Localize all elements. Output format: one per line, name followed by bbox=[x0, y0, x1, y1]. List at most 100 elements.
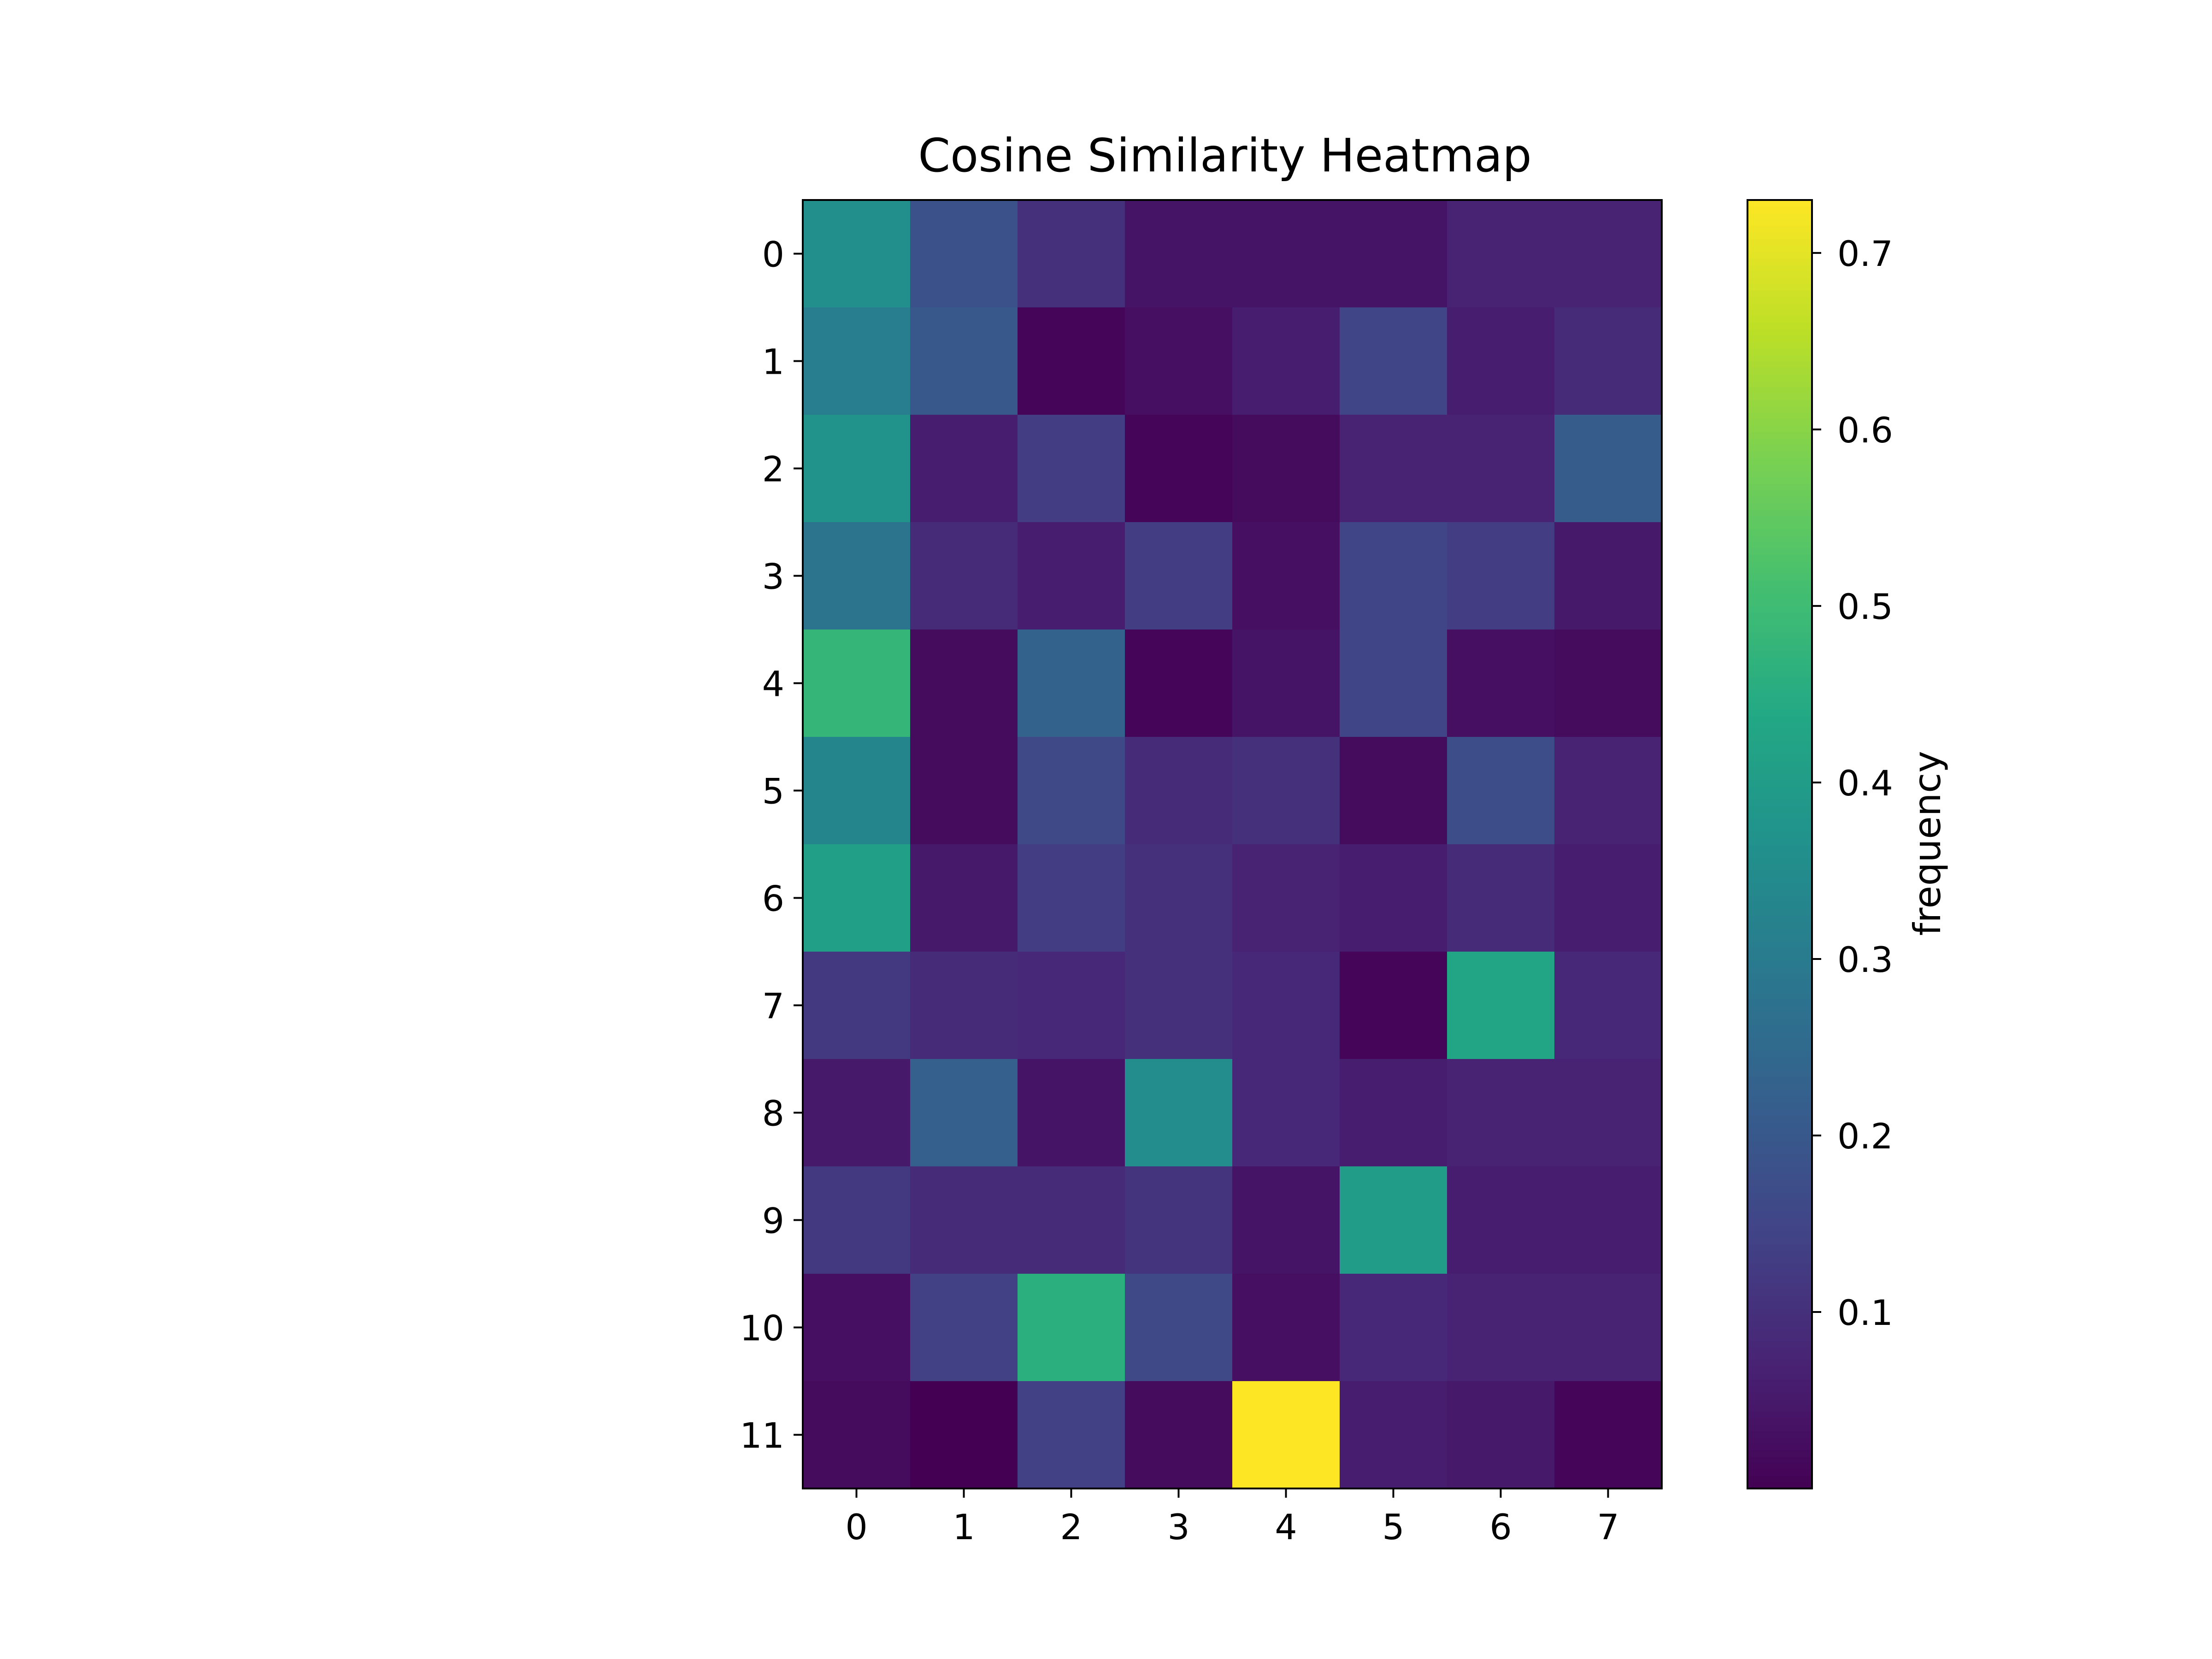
heatmap-cell bbox=[1125, 1274, 1233, 1382]
y-tick-label: 4 bbox=[762, 664, 784, 705]
colorbar-segment bbox=[1747, 1321, 1812, 1328]
colorbar-segment bbox=[1747, 895, 1812, 903]
colorbar-segment bbox=[1747, 1192, 1812, 1199]
colorbar-segment bbox=[1747, 825, 1812, 832]
colorbar-segment bbox=[1747, 412, 1812, 420]
colorbar-frame bbox=[1747, 199, 1813, 1489]
heatmap-cell bbox=[910, 844, 1018, 952]
heatmap-cell bbox=[1340, 200, 1447, 308]
colorbar-segment bbox=[1747, 722, 1812, 729]
colorbar-segment bbox=[1747, 1012, 1812, 1019]
heatmap-cell bbox=[1447, 200, 1555, 308]
colorbar-segment bbox=[1747, 1063, 1812, 1071]
heatmap-cell bbox=[1125, 737, 1233, 845]
colorbar-segment bbox=[1747, 509, 1812, 517]
colorbar-segment bbox=[1747, 309, 1812, 317]
heatmap-cell bbox=[910, 200, 1018, 308]
heatmap-cell bbox=[910, 307, 1018, 415]
heatmap-cell bbox=[1447, 1381, 1555, 1489]
colorbar-segment bbox=[1747, 973, 1812, 980]
chart-title: Cosine Similarity Heatmap bbox=[918, 129, 1532, 182]
colorbar-segment bbox=[1747, 1134, 1812, 1141]
colorbar-segment bbox=[1747, 806, 1812, 813]
colorbar-segment bbox=[1747, 915, 1812, 922]
heatmap-cell bbox=[1018, 200, 1125, 308]
colorbar-segment bbox=[1747, 483, 1812, 491]
colorbar-segment bbox=[1747, 1456, 1812, 1464]
heatmap-cell bbox=[910, 522, 1018, 630]
x-tick-label: 2 bbox=[1060, 1506, 1082, 1547]
colorbar-segment bbox=[1747, 1359, 1812, 1367]
y-tick-label: 0 bbox=[762, 234, 784, 275]
colorbar-segment bbox=[1747, 1057, 1812, 1064]
colorbar-segment bbox=[1747, 1282, 1812, 1289]
colorbar-segment bbox=[1747, 271, 1812, 278]
colorbar-segment bbox=[1747, 458, 1812, 465]
heatmap-cell bbox=[1447, 629, 1555, 737]
heatmap-cell bbox=[1018, 952, 1125, 1059]
colorbar-segment bbox=[1747, 677, 1812, 684]
colorbar-segment bbox=[1747, 554, 1812, 561]
colorbar-segment bbox=[1747, 303, 1812, 310]
colorbar-segment bbox=[1747, 1366, 1812, 1373]
colorbar-segment bbox=[1747, 953, 1812, 961]
heatmap-axes: 0 1 2 3 4 5 6 7 8 9 10 11 0 1 2 3 4 5 6 7 bbox=[740, 199, 1663, 1547]
colorbar-segment bbox=[1747, 979, 1812, 987]
heatmap-cell bbox=[1447, 737, 1555, 845]
colorbar-segment bbox=[1747, 966, 1812, 974]
heatmap-cell bbox=[1018, 844, 1125, 952]
colorbar-segment bbox=[1747, 1476, 1812, 1483]
colorbar-segment bbox=[1747, 1340, 1812, 1347]
y-tick-label: 3 bbox=[762, 556, 784, 597]
colorbar-segment bbox=[1747, 1443, 1812, 1451]
colorbar-segment bbox=[1747, 876, 1812, 883]
y-tick-label: 11 bbox=[740, 1415, 784, 1456]
colorbar-segment bbox=[1747, 1224, 1812, 1231]
colorbar-tick-label: 0.6 bbox=[1837, 410, 1893, 451]
heatmap-cell bbox=[1554, 1274, 1662, 1382]
heatmap-cell bbox=[1340, 629, 1447, 737]
heatmap-cell bbox=[803, 1381, 911, 1489]
colorbar-segment bbox=[1747, 535, 1812, 542]
x-tick-label: 4 bbox=[1275, 1506, 1297, 1547]
colorbar-segment bbox=[1747, 1070, 1812, 1077]
colorbar-segment bbox=[1747, 767, 1812, 774]
heatmap-cell bbox=[910, 952, 1018, 1059]
heatmap-cell bbox=[1447, 844, 1555, 952]
heatmap-cell bbox=[1554, 1381, 1662, 1489]
colorbar-segment bbox=[1747, 1450, 1812, 1457]
colorbar-segment bbox=[1747, 889, 1812, 896]
heatmap-cell bbox=[1232, 1274, 1340, 1382]
heatmap-cell bbox=[1340, 1059, 1447, 1167]
heatmap-cell bbox=[1554, 522, 1662, 630]
heatmap-cell bbox=[1340, 737, 1447, 845]
colorbar-segment bbox=[1747, 1276, 1812, 1283]
heatmap-cell bbox=[910, 415, 1018, 523]
colorbar-segment bbox=[1747, 689, 1812, 697]
colorbar-segment bbox=[1747, 1082, 1812, 1090]
colorbar-segment bbox=[1747, 387, 1812, 394]
colorbar-segment bbox=[1747, 1179, 1812, 1186]
colorbar-segment bbox=[1747, 1372, 1812, 1380]
colorbar-segment bbox=[1747, 496, 1812, 504]
colorbar-segment bbox=[1747, 1334, 1812, 1341]
colorbar-segment bbox=[1747, 928, 1812, 935]
colorbar-segment bbox=[1747, 1153, 1812, 1161]
colorbar-segment bbox=[1747, 1463, 1812, 1470]
colorbar-segment bbox=[1747, 1147, 1812, 1154]
colorbar-segment bbox=[1747, 586, 1812, 594]
colorbar-segment bbox=[1747, 1424, 1812, 1431]
colorbar-segment bbox=[1747, 631, 1812, 639]
heatmap-cell bbox=[1232, 1059, 1340, 1167]
heatmap-cell bbox=[1340, 307, 1447, 415]
y-tick-label: 9 bbox=[762, 1200, 784, 1241]
heatmap-cell bbox=[803, 522, 911, 630]
colorbar-segment bbox=[1747, 657, 1812, 665]
heatmap-cell bbox=[803, 1166, 911, 1274]
colorbar-segment bbox=[1747, 477, 1812, 484]
colorbar-segment bbox=[1747, 1185, 1812, 1193]
colorbar-segment bbox=[1747, 1243, 1812, 1251]
heatmap-cell bbox=[803, 952, 911, 1059]
colorbar-segment bbox=[1747, 1308, 1812, 1315]
heatmap-cell bbox=[1232, 952, 1340, 1059]
